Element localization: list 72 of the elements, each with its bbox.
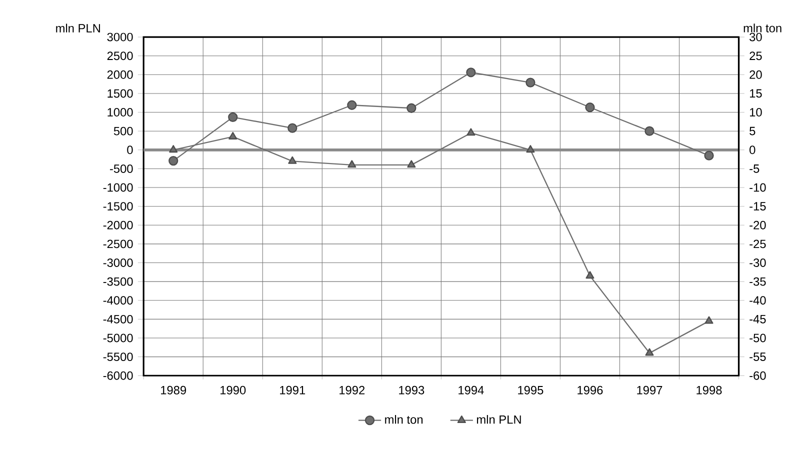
x-tick-label: 1995 — [518, 386, 544, 394]
point — [288, 123, 298, 133]
y2-tick-label: 0 — [750, 146, 756, 154]
x-tick-label: 1996 — [578, 386, 603, 394]
y-tick-label: -2500 — [103, 240, 133, 248]
x-tick-label: 1993 — [399, 386, 424, 394]
point — [169, 144, 178, 152]
point — [347, 100, 357, 110]
point — [228, 112, 238, 122]
x-tick-label: 1991 — [280, 386, 306, 394]
y2-tick-label: -5 — [750, 164, 760, 173]
point — [704, 150, 714, 160]
y-tick-label: -1000 — [103, 183, 133, 192]
y-tick-label: -6000 — [103, 371, 133, 380]
y-tick-label: -4000 — [103, 296, 133, 304]
point — [466, 67, 476, 78]
y2-tick-label: -60 — [750, 371, 766, 380]
y-tick-label: -5000 — [103, 334, 133, 342]
point — [644, 126, 654, 136]
y2-tick-label: 10 — [750, 108, 762, 116]
y-tick-label: 2000 — [107, 70, 133, 79]
y2-tick-label: -50 — [750, 334, 766, 342]
x-tick-label: 1997 — [637, 386, 662, 394]
y2-tick-label: 25 — [750, 51, 762, 60]
y-tick-label: -1500 — [103, 202, 133, 210]
point — [586, 270, 594, 278]
y-tick-label: 1500 — [108, 89, 133, 98]
y-tick-label: 3000 — [107, 32, 133, 42]
x-tick-label: 1994 — [458, 386, 484, 394]
x-tick-label: 1992 — [340, 386, 365, 394]
y2-tick-label: -15 — [750, 202, 766, 210]
point — [348, 160, 356, 168]
y2-tick-label: -20 — [750, 220, 766, 230]
y2-axis-title: mln ton — [744, 23, 782, 32]
y-tick-label: -3000 — [103, 258, 133, 267]
point — [466, 128, 476, 136]
point — [168, 156, 178, 166]
point — [526, 144, 535, 152]
y2-tick-label: -35 — [750, 277, 766, 286]
point — [526, 78, 536, 88]
legend-label: mln ton — [385, 414, 423, 424]
x-tick-label: 1998 — [696, 386, 722, 394]
y-tick-label: -4500 — [103, 314, 133, 324]
legend-label: mln PLN — [476, 414, 521, 424]
y-tick-label: -5500 — [103, 352, 133, 361]
y-tick-label: 0 — [127, 146, 133, 154]
y2-tick-label: -40 — [750, 296, 766, 304]
y2-tick-label: 20 — [750, 70, 762, 79]
y2-tick-label: 15 — [750, 89, 762, 98]
y-tick-label: -500 — [110, 164, 133, 173]
y2-tick-label: -30 — [750, 258, 766, 267]
point — [288, 156, 297, 164]
x-tick-label: 1990 — [220, 386, 246, 394]
point — [406, 103, 416, 113]
y2-tick-label: -55 — [750, 352, 766, 361]
x-tick-label: 1989 — [161, 386, 186, 394]
point — [228, 132, 238, 140]
y-tick-label: 2500 — [107, 51, 133, 60]
point — [585, 102, 595, 112]
point — [704, 316, 714, 324]
y-tick-label: -2000 — [103, 220, 133, 230]
y2-tick-label: -25 — [750, 240, 766, 248]
y2-tick-label: 5 — [750, 126, 756, 136]
point — [645, 348, 654, 356]
point — [407, 160, 416, 168]
y-tick-label: 1000 — [108, 108, 133, 116]
y-axis-title: mln PLN — [56, 24, 100, 32]
y2-tick-label: -10 — [750, 183, 766, 192]
y2-tick-label: 30 — [750, 32, 762, 42]
y-tick-label: -3500 — [103, 277, 133, 286]
y2-tick-label: -45 — [750, 314, 766, 324]
y-tick-label: 500 — [114, 126, 133, 136]
